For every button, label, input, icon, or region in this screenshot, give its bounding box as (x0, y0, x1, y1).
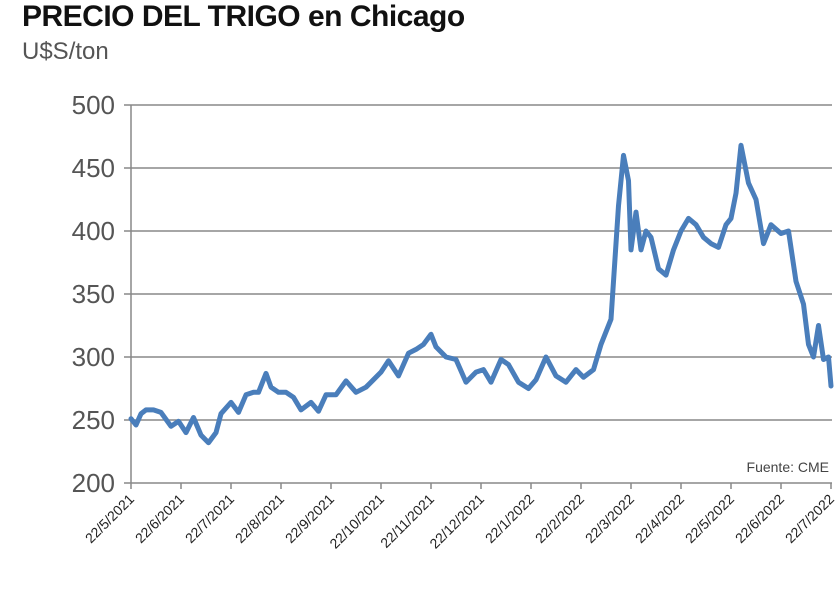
y-tick-label: 300 (72, 342, 115, 372)
y-tick-label: 200 (72, 468, 115, 498)
chart-title: PRECIO DEL TRIGO en Chicago (22, 0, 465, 33)
gridlines (124, 104, 832, 421)
y-tick-label: 450 (72, 153, 115, 183)
y-tick-label: 500 (72, 90, 115, 120)
x-tick-label: 22/5/2021 (82, 491, 138, 547)
x-tick-label: 22/7/2022 (782, 491, 838, 547)
y-axis-labels: 200 250 300 350 400 450 500 (72, 90, 115, 498)
x-tick-label: 22/1/2022 (482, 491, 538, 547)
x-tick-label: 22/7/2021 (182, 491, 238, 547)
x-tick-label: 22/4/2022 (632, 491, 688, 547)
x-tick-label: 22/3/2022 (582, 491, 638, 547)
x-tick-label: 22/6/2022 (732, 491, 788, 547)
y-tick-label: 350 (72, 279, 115, 309)
x-tick-label: 22/8/2021 (232, 491, 288, 547)
x-axis-labels: 22/5/202122/6/202122/7/202122/8/202122/9… (82, 491, 838, 552)
source-label: Fuente: CME (747, 459, 829, 475)
y-tick-label: 250 (72, 405, 115, 435)
x-axis-ticks (130, 483, 832, 489)
x-tick-label: 22/10/2021 (326, 491, 387, 552)
x-tick-label: 22/6/2021 (132, 491, 188, 547)
chart-unit-label: U$S/ton (22, 38, 109, 65)
x-tick-label: 22/5/2022 (682, 491, 738, 547)
x-tick-label: 22/12/2021 (426, 491, 487, 552)
price-line (128, 142, 834, 446)
x-tick-label: 22/2/2022 (532, 491, 588, 547)
y-tick-label: 400 (72, 216, 115, 246)
